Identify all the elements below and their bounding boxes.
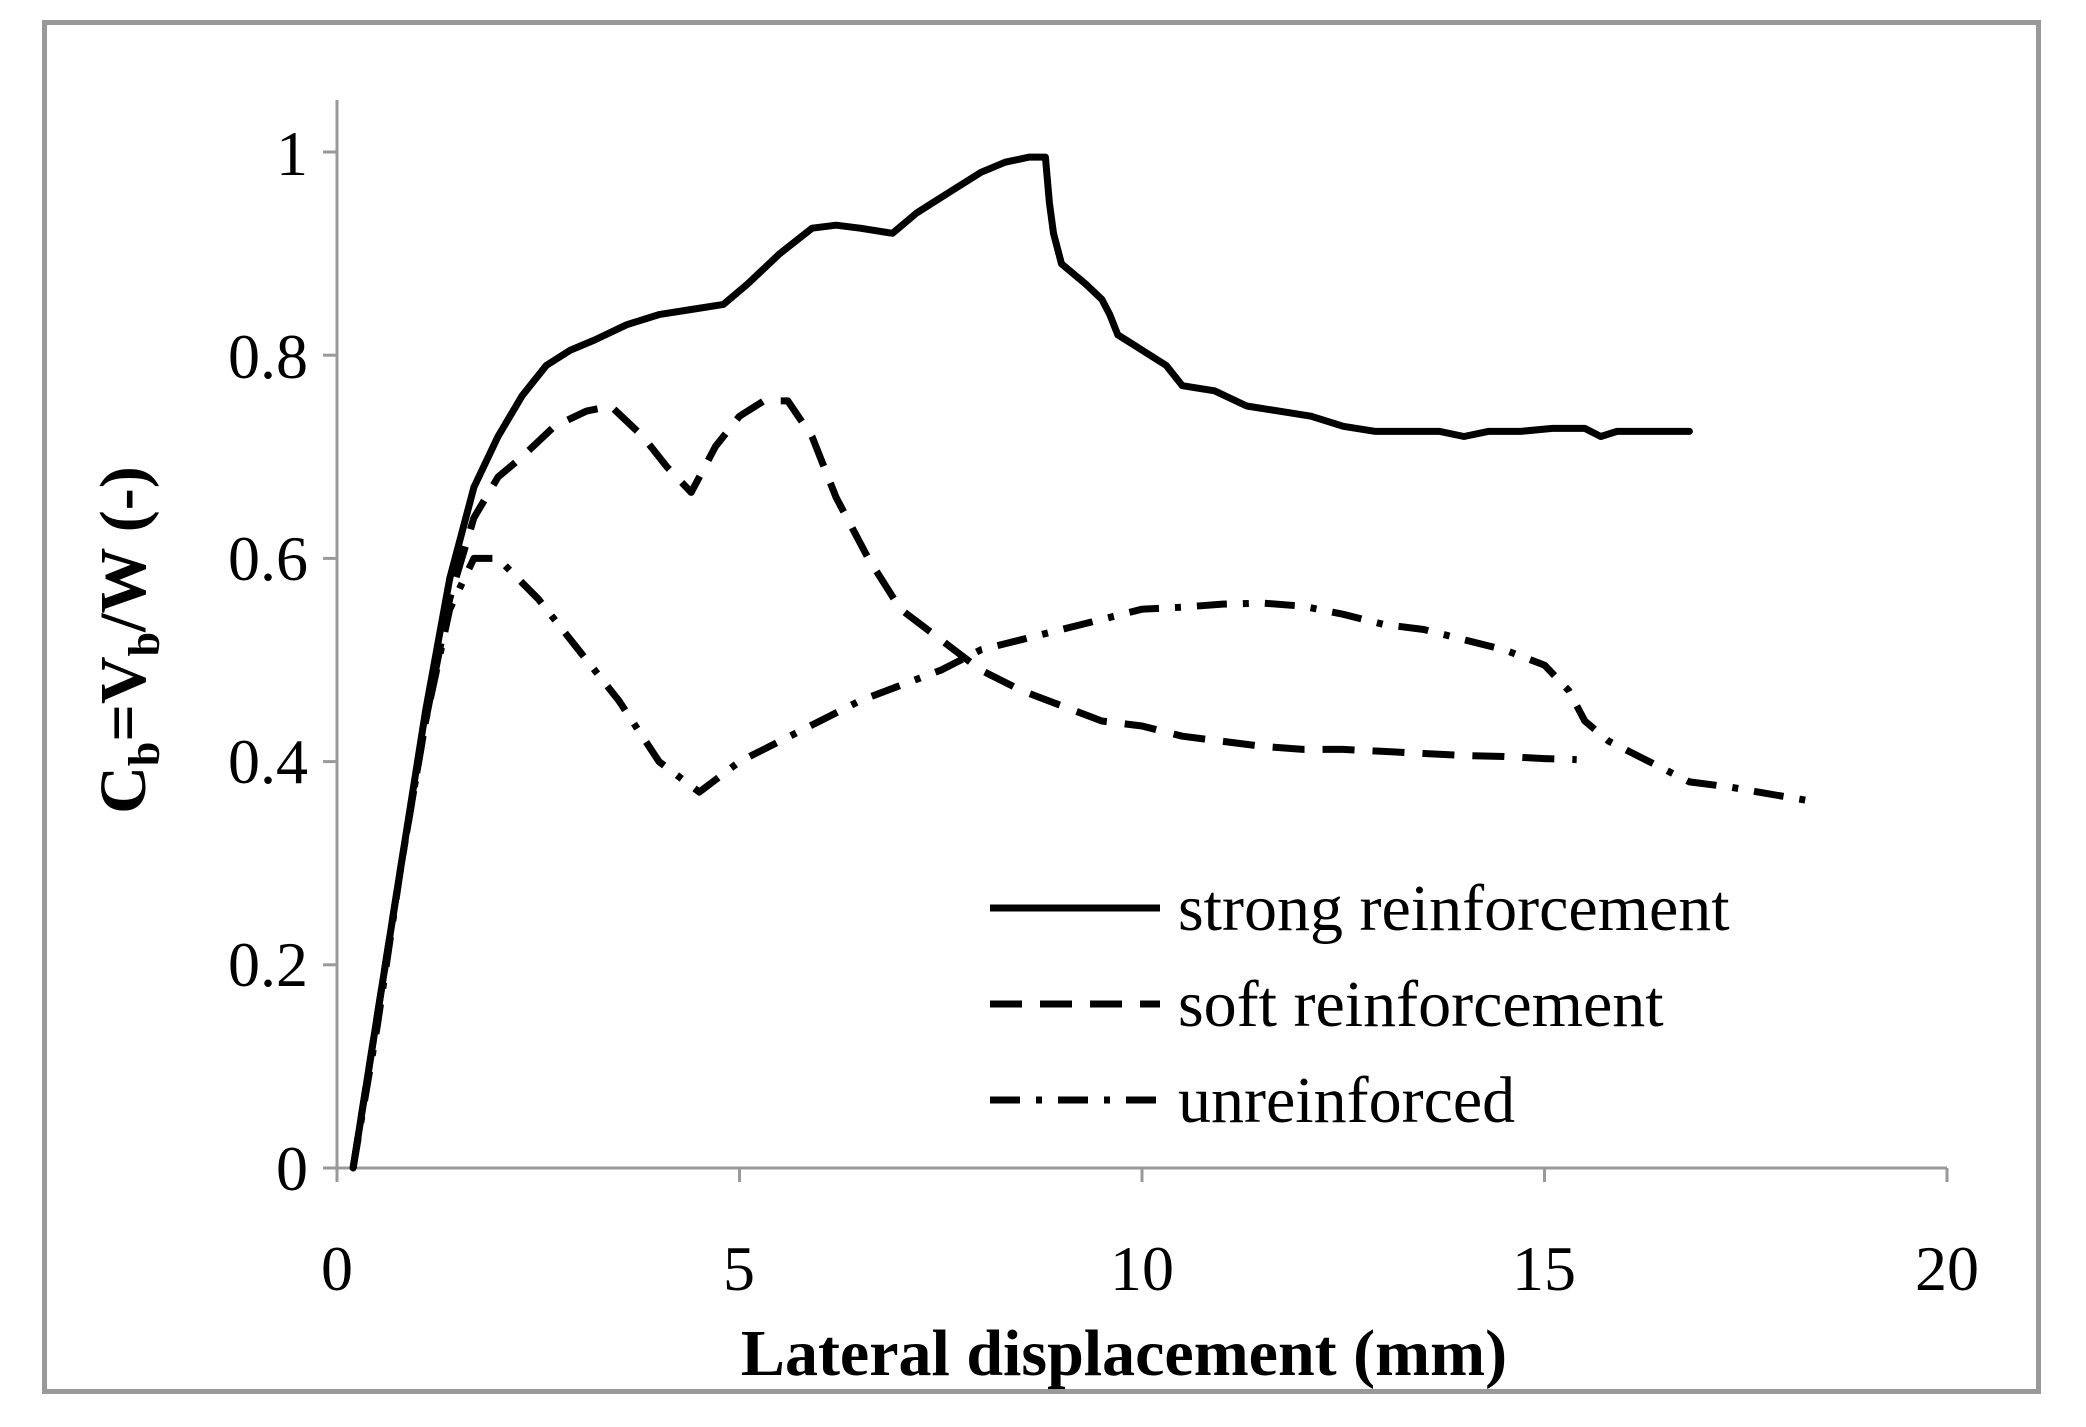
y-tick-label: 0.6 xyxy=(228,523,308,594)
x-tick-label: 15 xyxy=(1512,1233,1576,1304)
y-tick-label: 0 xyxy=(276,1133,308,1204)
y-tick-label: 1 xyxy=(276,118,308,189)
y-tick-marks xyxy=(323,150,337,1170)
legend-label: strong reinforcement xyxy=(1178,872,1730,945)
x-tick-label: 20 xyxy=(1915,1233,1979,1304)
y-tick-label: 0.2 xyxy=(228,929,308,1000)
legend: strong reinforcement soft reinforcement … xyxy=(990,872,1730,1137)
y-tick-label: 0.8 xyxy=(228,321,308,392)
x-tick-marks xyxy=(335,1168,1949,1182)
series-line-unreinforced xyxy=(349,554,1819,1169)
series-line-soft-reinforcement xyxy=(349,397,1577,1169)
chart-frame xyxy=(42,20,2041,1394)
legend-label: unreinforced xyxy=(1178,1064,1515,1137)
x-tick-label: 10 xyxy=(1110,1233,1174,1304)
series-line-strong-reinforcement xyxy=(349,153,1693,1172)
legend-label: soft reinforcement xyxy=(1178,968,1664,1041)
x-axis-title: Lateral displacement (mm) xyxy=(741,1317,1507,1390)
x-tick-label: 0 xyxy=(321,1233,353,1304)
y-tick-label: 0.4 xyxy=(228,726,308,797)
y-axis-title: Cb=Vb/W (-) xyxy=(87,466,169,814)
x-tick-label: 5 xyxy=(723,1233,755,1304)
